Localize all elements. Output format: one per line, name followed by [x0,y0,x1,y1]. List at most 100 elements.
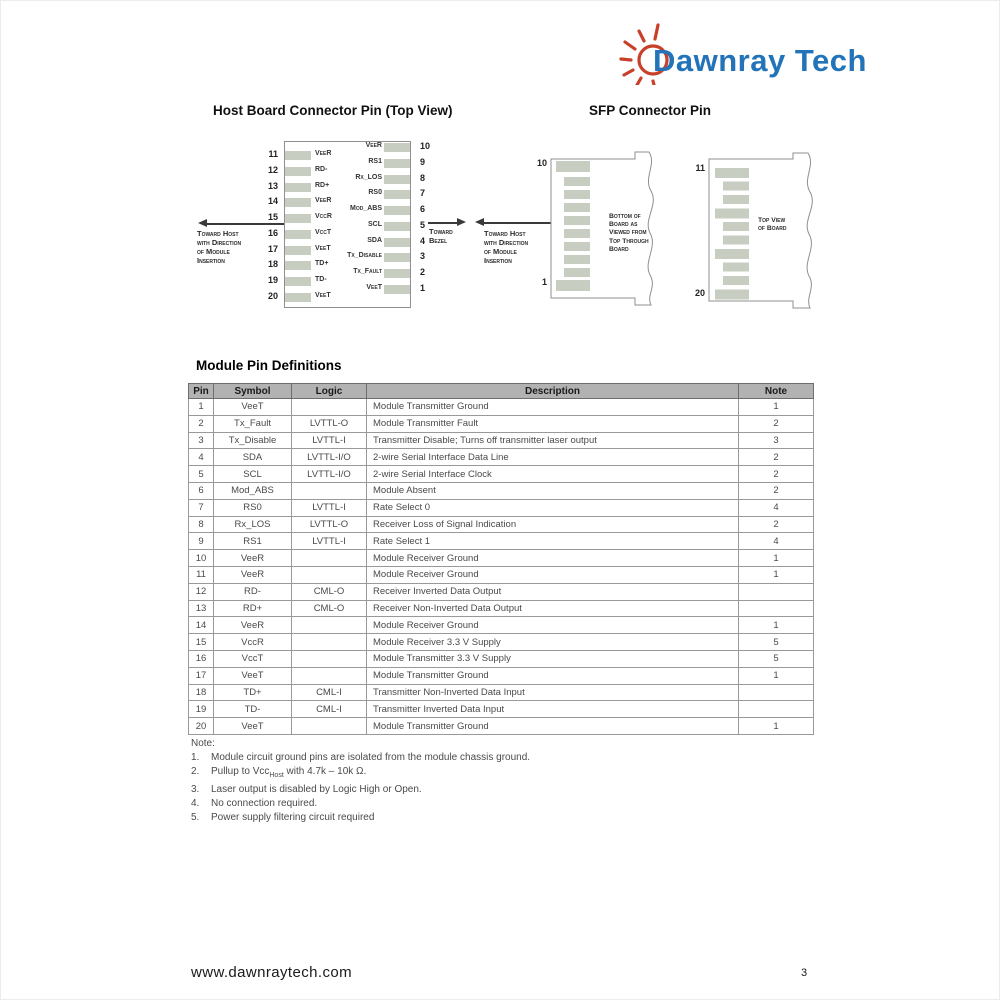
table-row: 2 Tx_Fault LVTTL-O Module Transmitter Fault… [188,414,814,433]
table-cell: RD+ [213,599,292,618]
notes-heading: Note: [191,738,215,749]
table-cell [291,633,367,651]
table-cell: 2 [738,465,814,483]
table-cell: Receiver Loss of Signal Indication [366,515,739,534]
pin-number: 9 [420,156,426,167]
pin-number: 17 [267,243,278,254]
pin-number: 4 [420,235,426,246]
table-cell [291,565,367,584]
table-cell [738,700,814,719]
table-cell: 1 [738,549,814,567]
table-row: 1 VeeT Module Transmitter Ground 1 [188,398,814,416]
pin-number: 8 [420,172,426,183]
direction-text-line: Toward [429,227,453,236]
table-cell: Rate Select 1 [366,532,739,551]
table-cell: 5 [188,465,214,483]
pin-number: 2 [420,267,426,277]
table-cell: VeeT [213,717,292,735]
table-cell: 4 [188,448,214,467]
column-header: Pin [188,383,214,399]
column-header: Note [738,383,814,399]
direction-text-line: with Direction [197,238,242,247]
top-view-of-board-caption: Top View of Board [758,217,786,233]
table-cell [738,683,814,702]
pin-label: RD- [315,165,328,173]
table-row: 4 SDA LVTTL-I/O 2-wire Serial Interface Dat… [188,448,814,467]
pin-number: 10 [420,141,431,151]
host-board-title: Host Board Connector Pin (Top View) [213,103,453,118]
table-cell: 1 [188,398,214,416]
pin-number: 14 [267,196,278,207]
table-cell: Module Receiver Ground [366,616,739,635]
sun-icon [619,23,669,85]
table-cell: 5 [738,649,814,668]
note-item: 5. Power supply filtering circuit require… [191,811,530,824]
table-cell: 16 [188,649,214,668]
pin-label: VeeR [315,150,332,157]
table-row: 10 VeeR Module Receiver Ground 1 [188,549,814,567]
direction-text-line: Insertion [197,256,225,265]
note-number: 4. [191,797,200,809]
pin-label: SDA [367,236,382,244]
column-header: Description [366,383,739,399]
column-header: Logic [291,383,367,399]
table-cell: 14 [188,616,214,635]
table-row: 6 Mod_ABS Module Absent 2 [188,481,814,500]
table-cell: Transmitter Non-Inverted Data Input [366,683,739,702]
table-cell: LVTTL-O [291,515,367,534]
pin-number: 16 [267,227,278,238]
table-row: 13 RD+ CML-O Receiver Non-Inverted Data Out… [188,599,814,618]
pin-number: 12 [267,164,278,175]
table-cell: VeeT [213,398,292,416]
table-cell: Transmitter Disable; Turns off transmitt… [366,431,739,450]
pin-label: TD- [315,276,327,283]
toward-host-label: Toward Host with Direction of Module Insert… [197,229,241,265]
connector-pad [384,237,410,247]
table-cell: 18 [188,683,214,702]
note-number: 5. [191,811,200,823]
table-cell: VeeR [213,565,292,584]
connector-pad [285,292,311,302]
table-cell: CML-I [291,700,367,719]
caption-line: Board as [609,221,638,229]
table-row: 8 Rx_LOS LVTTL-O Receiver Loss of Signal In… [188,515,814,534]
pin-number: 15 [267,212,278,222]
table-cell: SCL [213,465,292,483]
direction-text-line: Toward Host [197,229,239,238]
table-cell: 13 [188,599,214,618]
column-header: Symbol [213,383,292,399]
pin-label: VeeT [315,244,331,252]
toward-bezel-arrow-line [428,222,459,224]
table-cell: TD+ [213,683,292,702]
table-cell: 2 [738,448,814,467]
pin-label: Mod_ABS [349,205,382,212]
table-cell: 9 [188,532,214,551]
table-cell: 1 [738,717,814,735]
table-cell: 3 [738,431,814,450]
pin-label: VeeR [365,142,382,149]
connector-pad [384,269,410,278]
table-cell: 1 [738,398,814,416]
note-text: Module circuit ground pins are isolated … [211,751,531,763]
table-cell: 2 [738,515,814,534]
table-cell [738,582,814,601]
table-cell: LVTTL-I [291,532,367,551]
table-cell: 12 [188,582,214,601]
pin-label: VeeT [315,291,331,299]
table-cell: RS0 [213,498,292,517]
toward-host-arrow-line [207,223,284,225]
caption-line: Bottom of [609,213,641,220]
table-cell [291,398,367,416]
pin-number: 10 [536,158,547,168]
note-item: 2. Pullup to VccHost with 4.7k – 10k Ω. [191,765,530,782]
pin-number: 5 [420,219,426,230]
table-row: 5 SCL LVTTL-I/O 2-wire Serial Interface Clo… [188,465,814,483]
connector-pad [384,174,410,184]
table-cell [291,549,367,567]
table-cell: SDA [213,448,292,467]
pin-number: 6 [420,204,426,214]
table-cell: 1 [738,666,814,685]
table-cell: Module Receiver Ground [366,549,739,567]
note-number: 2. [191,765,200,777]
table-row: 18 TD+ CML-I Transmitter Non-Inverted Data … [188,683,814,702]
